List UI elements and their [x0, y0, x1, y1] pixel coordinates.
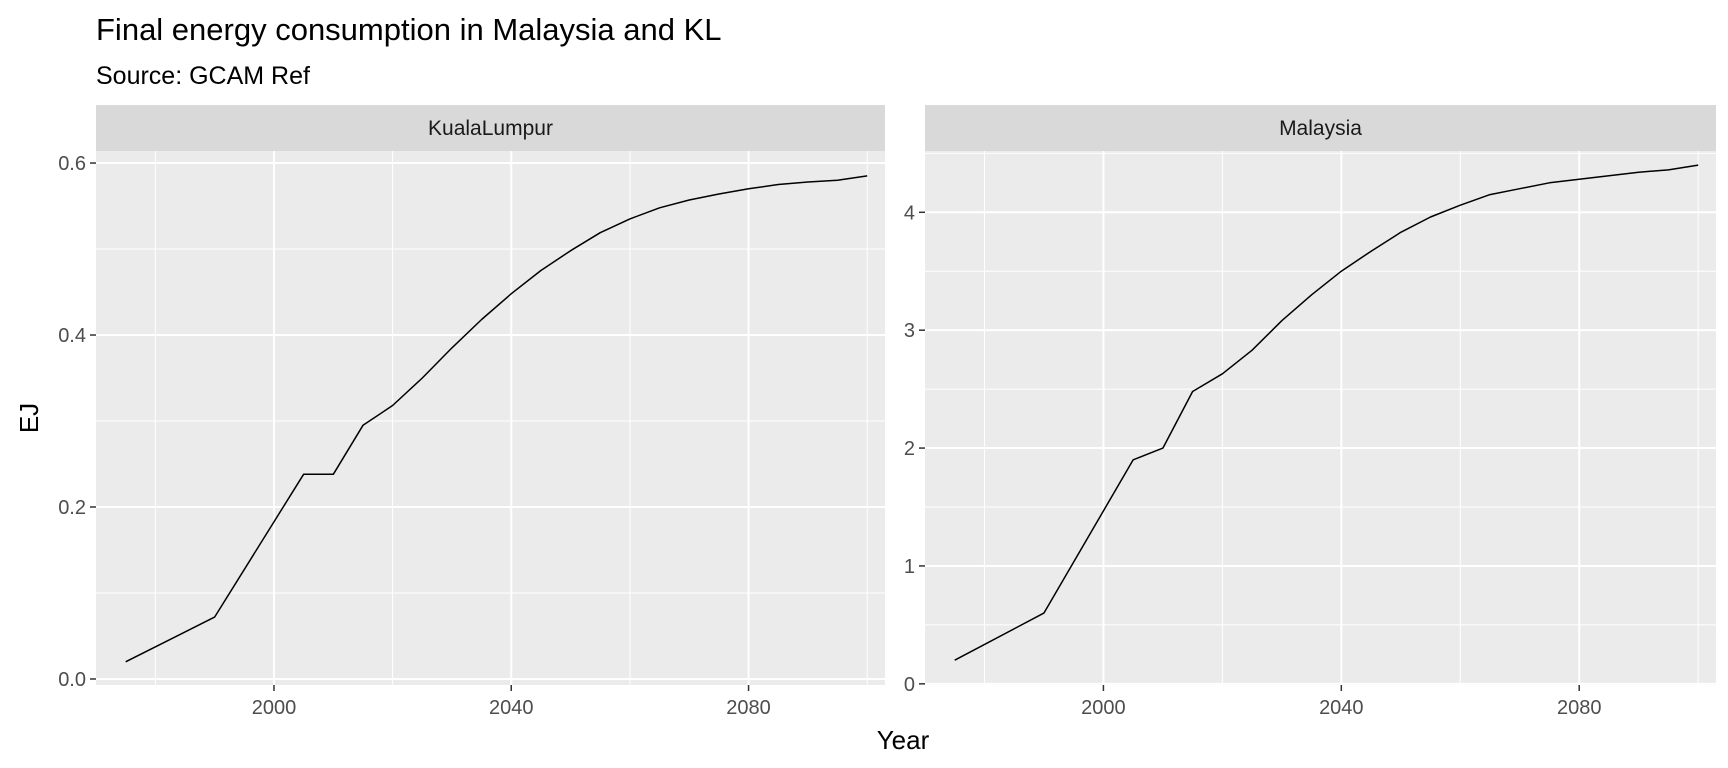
panel-background: [96, 151, 885, 685]
y-tick-label: 3: [904, 320, 915, 342]
facet-strip-label: KualaLumpur: [428, 117, 553, 140]
x-tick-label: 2040: [489, 697, 534, 719]
y-tick-label: 1: [904, 556, 915, 578]
series-line: [125, 175, 868, 663]
facet-strip: [925, 105, 1716, 151]
x-tick-label: 2000: [252, 697, 297, 719]
x-tick-label: 2080: [726, 697, 771, 719]
y-tick-label: 0.4: [58, 325, 86, 347]
facet-strip-label: Malaysia: [1279, 117, 1362, 140]
y-tick-label: 2: [904, 438, 915, 460]
panel-background: [925, 151, 1716, 685]
y-tick-label: 0.0: [58, 669, 86, 691]
y-axis-label: EJ: [14, 403, 44, 433]
x-axis-label: Year: [877, 725, 930, 755]
y-tick-label: 0.6: [58, 153, 86, 175]
y-tick-label: 0: [904, 674, 915, 696]
x-tick-label: 2000: [1081, 697, 1126, 719]
x-tick-label: 2040: [1319, 697, 1364, 719]
facet-panel-kualalumpur: KualaLumpur 2000 2040 2080 0.0 0.2 0.4 0.6: [58, 105, 885, 719]
facet-panels: KualaLumpur 2000 2040 2080 0.0 0.2 0.4 0.6 Malay…: [58, 105, 1716, 719]
facet-strip: [96, 105, 885, 151]
facet-panel-malaysia: Malaysia 2000 2040 2080 0 1 2 3 4: [904, 105, 1716, 719]
x-tick-label: 2080: [1557, 697, 1602, 719]
chart-subtitle: Source: GCAM Ref: [96, 62, 310, 90]
y-tick-label: 4: [904, 202, 915, 224]
y-tick-label: 0.2: [58, 497, 86, 519]
series-line: [954, 164, 1699, 661]
chart-title: Final energy consumption in Malaysia and…: [96, 12, 722, 47]
